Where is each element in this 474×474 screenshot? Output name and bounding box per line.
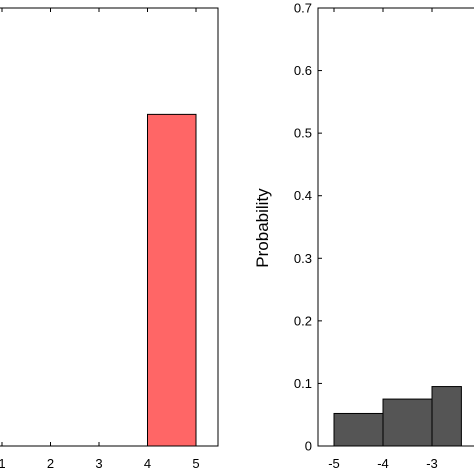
right-histogram: 0 0.1 0.2 0.3 0.4 0.5 0.6 0.7 -5 -4 -3 <box>294 1 474 471</box>
plot-frame <box>0 7 219 447</box>
y-tick-label: 0.1 <box>294 376 312 391</box>
x-tick-label: 3 <box>95 456 102 471</box>
y-tick-label: 0.4 <box>294 188 312 203</box>
x-tick-label: -3 <box>426 456 438 471</box>
y-tick-label: 0.5 <box>294 126 312 141</box>
y-tick-label: 0.2 <box>294 313 312 328</box>
y-tick-label: 0.3 <box>294 251 312 266</box>
left-histogram: 1 2 3 4 5 <box>0 7 219 471</box>
y-tick-label: 0.7 <box>294 1 312 16</box>
histogram-bar <box>431 386 462 447</box>
y-axis-label: Probability <box>253 188 272 268</box>
histogram-bar <box>333 412 384 447</box>
x-tick-label: 2 <box>47 456 54 471</box>
plot-frame <box>317 7 474 447</box>
x-tick-label: -5 <box>328 456 340 471</box>
histogram-bar <box>382 398 433 447</box>
y-tick-label: 0.6 <box>294 63 312 78</box>
x-tick-label: 5 <box>192 456 199 471</box>
histogram-bar <box>147 113 197 447</box>
x-tick-label: 4 <box>144 456 151 471</box>
x-tick-label: 1 <box>0 456 6 471</box>
x-tick-label: -4 <box>377 456 389 471</box>
y-tick-label: 0 <box>305 439 312 454</box>
